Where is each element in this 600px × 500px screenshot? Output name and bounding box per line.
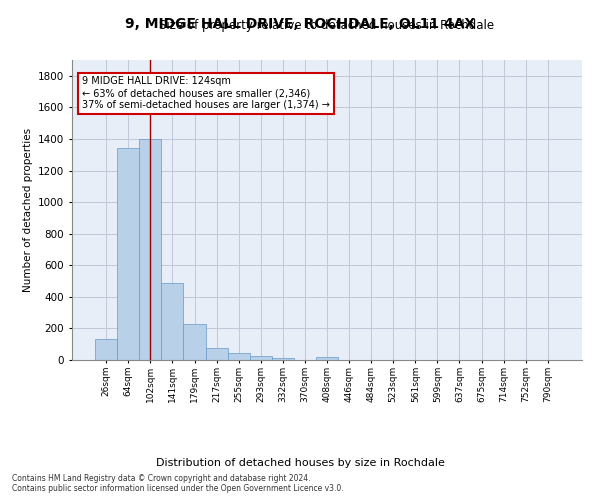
Text: Contains HM Land Registry data © Crown copyright and database right 2024.: Contains HM Land Registry data © Crown c…	[12, 474, 311, 483]
Y-axis label: Number of detached properties: Number of detached properties	[23, 128, 32, 292]
Text: Distribution of detached houses by size in Rochdale: Distribution of detached houses by size …	[155, 458, 445, 468]
Bar	[95, 338, 117, 360]
Bar	[272, 358, 294, 360]
Bar	[250, 356, 272, 360]
Bar	[316, 357, 338, 360]
Bar	[227, 353, 250, 360]
Bar	[184, 324, 206, 360]
Bar	[139, 139, 161, 360]
Text: 9 MIDGE HALL DRIVE: 124sqm
← 63% of detached houses are smaller (2,346)
37% of s: 9 MIDGE HALL DRIVE: 124sqm ← 63% of deta…	[82, 76, 330, 110]
Bar	[161, 282, 184, 360]
Bar	[117, 148, 139, 360]
Bar	[206, 348, 227, 360]
Text: 9, MIDGE HALL DRIVE, ROCHDALE, OL11 4AX: 9, MIDGE HALL DRIVE, ROCHDALE, OL11 4AX	[125, 18, 475, 32]
Text: Contains public sector information licensed under the Open Government Licence v3: Contains public sector information licen…	[12, 484, 344, 493]
Title: Size of property relative to detached houses in Rochdale: Size of property relative to detached ho…	[160, 20, 494, 32]
